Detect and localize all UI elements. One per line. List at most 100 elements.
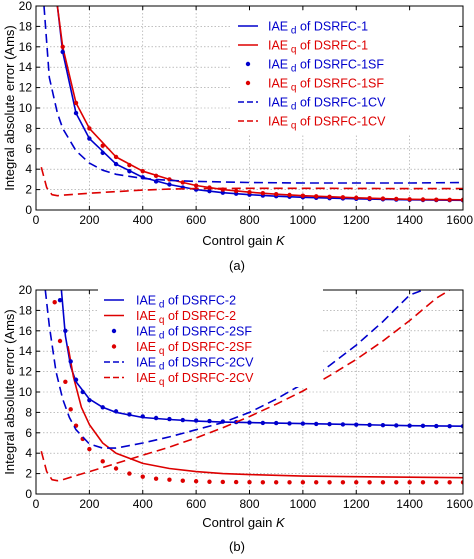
- x-tick-label: 600: [186, 213, 206, 227]
- data-point: [287, 192, 292, 198]
- data-point: [127, 162, 132, 168]
- data-point: [193, 479, 199, 484]
- data-point: [314, 480, 319, 485]
- data-point: [87, 446, 92, 452]
- legend-label: IAE d of DSRFC-2CV: [136, 356, 254, 373]
- legend-label: IAE d of DSRFC-1: [268, 20, 368, 37]
- data-point: [113, 466, 119, 471]
- data-point: [140, 169, 145, 174]
- data-point: [354, 480, 359, 485]
- legend-label: IAE d of DSRFC-1CV: [268, 96, 386, 113]
- data-point: [327, 421, 332, 427]
- series-line: [67, 345, 463, 479]
- chart-panel-1: 0 200 400 600 800 1000 1200 1400 1600 0 2 4 6 8 10 12 14…: [2, 0, 473, 273]
- data-point: [273, 191, 279, 197]
- x-tick-label: 800: [239, 497, 259, 511]
- data-point: [460, 197, 463, 202]
- x-tick-label: 0: [33, 213, 40, 227]
- data-point: [127, 169, 132, 174]
- x-axis-label: Control gain K: [202, 233, 286, 248]
- data-point: [287, 480, 292, 485]
- data-point: [314, 421, 319, 427]
- y-tick-label: 2: [25, 467, 32, 481]
- legend-label: IAE q of DSRFC-2SF: [136, 340, 252, 357]
- x-tick-label: 200: [79, 497, 99, 511]
- data-point: [63, 379, 68, 384]
- legend-label: IAE q of DSRFC-2: [136, 309, 236, 326]
- x-tick-label: 1000: [290, 497, 317, 511]
- y-tick-label: 6: [25, 426, 32, 440]
- data-point: [180, 180, 185, 185]
- data-point: [367, 195, 372, 201]
- data-point: [287, 421, 292, 426]
- data-point: [340, 195, 346, 200]
- y-tick-label: 10: [19, 101, 33, 115]
- data-point: [100, 405, 105, 410]
- series-line: [43, 6, 463, 184]
- x-tick-label: 0: [33, 497, 40, 511]
- data-point: [407, 197, 412, 202]
- y-tick-label: 2: [25, 183, 32, 197]
- data-point: [80, 389, 85, 395]
- data-point: [434, 197, 439, 202]
- data-point: [380, 422, 386, 428]
- data-point: [420, 423, 426, 429]
- y-tick-label: 8: [25, 121, 32, 135]
- data-point: [113, 154, 119, 160]
- data-point: [420, 197, 426, 202]
- data-point: [247, 420, 252, 425]
- data-point: [394, 480, 399, 485]
- y-tick-label: 12: [19, 81, 33, 95]
- figure-caption: (a): [229, 258, 245, 273]
- data-point: [367, 480, 372, 485]
- data-point: [87, 136, 92, 141]
- y-tick-label: 14: [19, 344, 33, 358]
- data-point: [460, 480, 463, 485]
- x-axis-label: Control gain K: [202, 515, 286, 530]
- data-point: [367, 422, 372, 428]
- legend-marker: [245, 61, 251, 67]
- data-point: [100, 459, 105, 464]
- x-tick-label: 200: [79, 213, 99, 227]
- data-point: [420, 480, 426, 485]
- data-point: [447, 480, 452, 485]
- legend-label: IAE d of DSRFC-2SF: [136, 325, 252, 342]
- data-point: [300, 480, 306, 485]
- data-point: [57, 298, 63, 303]
- y-axis-label: Integral absolute error (Ams): [2, 25, 17, 190]
- y-tick-label: 10: [19, 385, 33, 399]
- data-point: [113, 409, 119, 414]
- y-tick-label: 0: [25, 203, 32, 217]
- x-tick-label: 1400: [396, 213, 423, 227]
- y-tick-label: 16: [19, 324, 33, 338]
- series-group: [40, 290, 463, 485]
- data-point: [394, 423, 399, 428]
- data-point: [52, 300, 57, 305]
- data-point: [314, 194, 319, 199]
- legend-marker: [245, 80, 251, 86]
- data-point: [193, 418, 199, 423]
- data-point: [57, 338, 63, 344]
- legend-label: IAE q of DSRFC-1SF: [268, 77, 384, 94]
- y-tick-label: 6: [25, 142, 32, 156]
- data-point: [380, 196, 386, 201]
- data-point: [180, 478, 185, 483]
- y-tick-label: 18: [19, 19, 33, 33]
- y-tick-label: 4: [25, 446, 32, 460]
- data-point: [63, 328, 68, 333]
- data-point: [340, 480, 346, 485]
- chart-panel-2: 0 200 400 600 800 1000 1200 1400 1600 0 2 4 6 8 10 12 14…: [2, 283, 473, 554]
- y-tick-label: 12: [19, 365, 33, 379]
- data-point: [153, 415, 159, 421]
- legend: IAE d of DSRFC-1 IAE q of DSRFC-1 IAE d of…: [230, 12, 458, 134]
- series-line: [40, 290, 451, 482]
- y-tick-label: 14: [19, 60, 33, 74]
- data-point: [87, 126, 92, 131]
- data-point: [260, 480, 266, 485]
- legend-marker: [111, 328, 117, 334]
- data-point: [273, 480, 279, 485]
- data-point: [273, 420, 279, 426]
- figure-caption: (b): [229, 539, 245, 554]
- x-tick-label: 800: [239, 213, 259, 227]
- data-point: [193, 183, 199, 188]
